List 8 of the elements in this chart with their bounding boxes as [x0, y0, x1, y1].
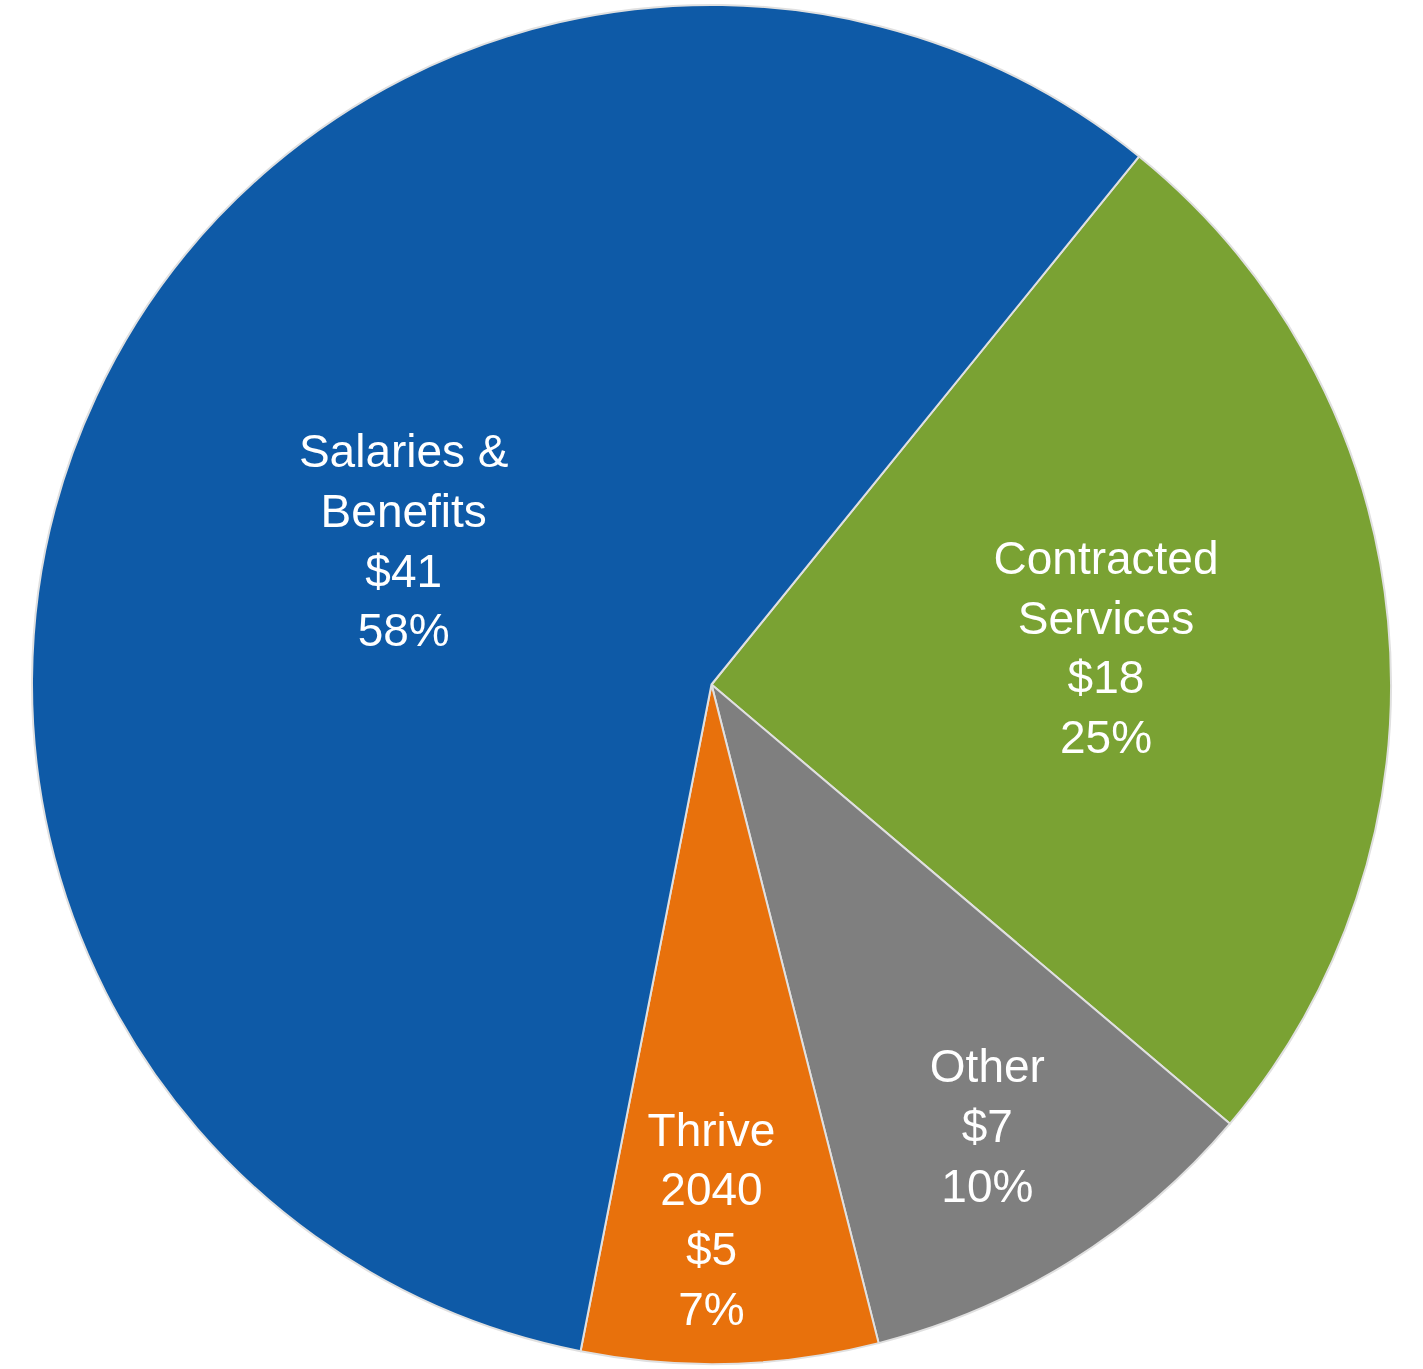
slice-label: Other	[929, 1040, 1045, 1093]
slice-label: Contracted Services	[993, 531, 1219, 644]
data-label: $5 7%	[678, 1223, 745, 1335]
data-label: $41 58%	[357, 544, 450, 657]
slice-label: Thrive 2040	[647, 1103, 776, 1216]
data-label: $7 10%	[941, 1100, 1034, 1212]
data-label: $18 25%	[1059, 651, 1153, 764]
slice-label: Salaries & Benefits	[298, 424, 509, 537]
